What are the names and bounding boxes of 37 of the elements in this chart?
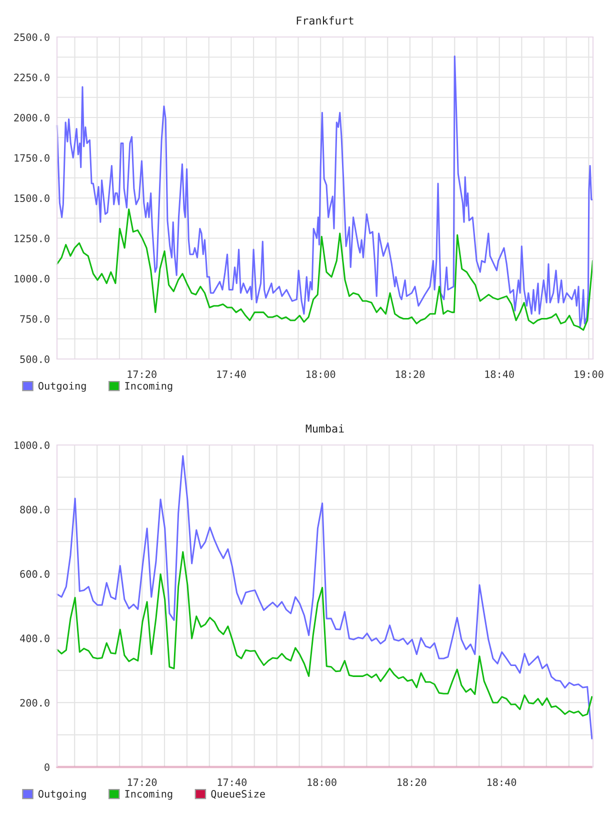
line-series xyxy=(56,56,594,328)
y-tick-label: 2250.0 xyxy=(14,74,50,82)
x-tick-label: 17:40 xyxy=(217,370,246,378)
legend-label: Incoming xyxy=(125,382,172,392)
y-tick-label: 500.0 xyxy=(20,355,50,364)
y-tick-label: 0 xyxy=(44,763,50,772)
y-tick-label: 1000.0 xyxy=(14,274,50,283)
chart-title: Frankfurt xyxy=(296,16,354,25)
legend-label: Outgoing xyxy=(38,382,86,392)
x-tick-label: 17:20 xyxy=(128,778,157,786)
y-tick-label: 2000.0 xyxy=(14,114,50,122)
y-tick-label: 800.0 xyxy=(20,506,50,514)
line-series xyxy=(56,208,594,331)
y-tick-label: 1750.0 xyxy=(14,154,50,162)
x-tick-label: 18:40 xyxy=(487,778,516,786)
x-tick-label: 17:20 xyxy=(128,370,156,378)
legend-label: Outgoing xyxy=(38,790,86,800)
x-tick-label: 18:00 xyxy=(308,778,336,786)
x-tick-label: 17:40 xyxy=(218,778,247,786)
y-tick-label: 2500.0 xyxy=(14,33,50,42)
legend-label: QueueSize xyxy=(211,790,265,799)
x-tick-label: 18:20 xyxy=(398,778,426,786)
chart-title: Mumbai xyxy=(306,424,344,433)
y-tick-label: 1000.0 xyxy=(14,441,50,450)
legend-label: Incoming xyxy=(125,790,172,800)
x-tick-label: 18:40 xyxy=(485,370,514,378)
x-tick-label: 19:00 xyxy=(574,370,604,378)
line-series xyxy=(56,551,593,717)
y-tick-label: 1500.0 xyxy=(14,194,50,202)
y-tick-label: 750.0 xyxy=(20,315,50,323)
line-series xyxy=(56,455,593,740)
y-tick-label: 400.0 xyxy=(20,634,50,642)
y-tick-label: 1250.0 xyxy=(14,234,50,242)
y-tick-label: 600.0 xyxy=(20,570,50,578)
x-tick-label: 18:20 xyxy=(396,370,425,378)
x-tick-label: 18:00 xyxy=(306,370,336,378)
y-tick-label: 200.0 xyxy=(20,698,50,707)
